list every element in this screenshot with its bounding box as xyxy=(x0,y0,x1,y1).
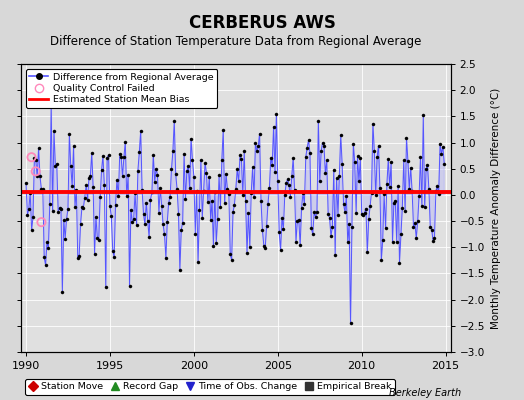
Point xyxy=(37,219,46,225)
Text: CERBERUS AWS: CERBERUS AWS xyxy=(189,14,335,32)
Text: Berkeley Earth: Berkeley Earth xyxy=(389,388,461,398)
Point xyxy=(31,168,40,174)
Y-axis label: Monthly Temperature Anomaly Difference (°C): Monthly Temperature Anomaly Difference (… xyxy=(490,87,500,329)
Point xyxy=(27,154,36,160)
Title: Difference of Station Temperature Data from Regional Average: Difference of Station Temperature Data f… xyxy=(50,34,421,48)
Legend: Station Move, Record Gap, Time of Obs. Change, Empirical Break: Station Move, Record Gap, Time of Obs. C… xyxy=(25,379,395,395)
